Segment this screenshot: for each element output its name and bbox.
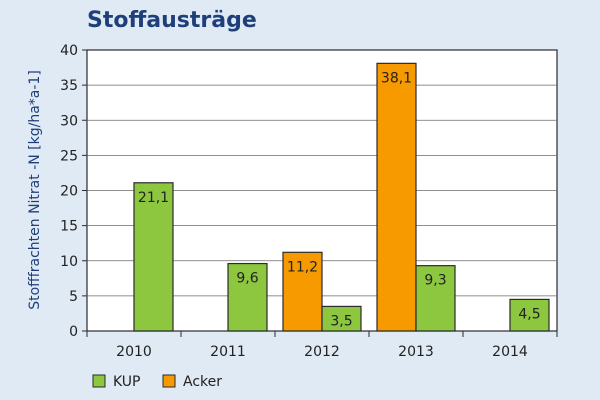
data-label: 4,5 bbox=[518, 306, 540, 322]
x-tick-label: 2014 bbox=[492, 344, 528, 360]
legend-swatch-acker bbox=[162, 374, 176, 388]
y-tick-label: 15 bbox=[60, 219, 78, 235]
y-tick-label: 40 bbox=[60, 43, 78, 59]
data-label: 9,3 bbox=[424, 273, 446, 289]
legend-label-kup: KUP bbox=[113, 374, 141, 390]
bar-kup-2014 bbox=[509, 298, 550, 332]
data-labels: 11,2 38,1 21,1 9,6 3,5 9,3 4,5 bbox=[138, 70, 541, 329]
data-label: 38,1 bbox=[381, 70, 412, 86]
y-tick-label: 0 bbox=[69, 324, 78, 340]
legend-label-acker: Acker bbox=[183, 374, 222, 390]
legend: KUP Acker bbox=[92, 374, 222, 390]
bar-kup-2012 bbox=[321, 305, 362, 332]
bar-acker-2013 bbox=[376, 62, 417, 332]
bars bbox=[133, 62, 550, 332]
bar-kup-2010 bbox=[133, 182, 174, 332]
chart-title: Stoffausträge bbox=[87, 8, 257, 33]
x-tick-label: 2011 bbox=[210, 344, 246, 360]
legend-swatch-kup bbox=[92, 374, 106, 388]
y-tick-label: 25 bbox=[60, 148, 78, 164]
y-tick-label: 20 bbox=[60, 184, 78, 200]
x-tick-label: 2010 bbox=[116, 344, 152, 360]
y-tick-label: 10 bbox=[60, 254, 78, 270]
x-tick-label: 2012 bbox=[304, 344, 340, 360]
data-label: 3,5 bbox=[330, 313, 352, 329]
bar-kup-2013 bbox=[415, 265, 456, 332]
bar-kup-2011 bbox=[227, 262, 268, 332]
data-label: 21,1 bbox=[138, 190, 169, 206]
y-axis-label: Stofffrachten Nitrat -N [kg/ha*a-1] bbox=[27, 70, 43, 310]
y-tick-label: 30 bbox=[60, 113, 78, 129]
y-axis: 0 5 10 15 20 25 30 35 40 bbox=[60, 43, 87, 340]
y-tick-label: 35 bbox=[60, 78, 78, 94]
x-axis: 2010 2011 2012 2013 2014 bbox=[86, 331, 558, 360]
data-label: 11,2 bbox=[287, 259, 318, 275]
x-tick-label: 2013 bbox=[398, 344, 434, 360]
data-label: 9,6 bbox=[236, 271, 258, 287]
bar-acker-2012 bbox=[282, 251, 323, 332]
y-tick-label: 5 bbox=[69, 289, 78, 305]
